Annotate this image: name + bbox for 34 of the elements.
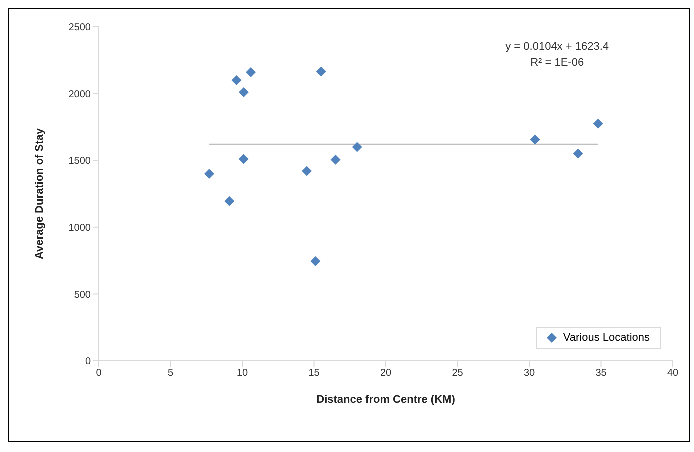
- point: [530, 134, 540, 145]
- y-tick-label: 1000: [68, 222, 92, 234]
- point: [573, 148, 584, 159]
- y-axis-title: Average Duration of Stay: [34, 128, 46, 260]
- x-tick-label: 35: [596, 368, 608, 380]
- legend-label: Various Locations: [563, 332, 650, 344]
- point: [593, 118, 604, 129]
- point: [316, 66, 326, 77]
- x-tick-label: 0: [96, 368, 102, 380]
- point: [302, 166, 312, 176]
- x-tick-label: 15: [308, 368, 320, 380]
- annotation: R² = 1E-06: [530, 56, 586, 71]
- y-tick-label: 500: [74, 290, 92, 301]
- y-tick-label: 0: [85, 356, 92, 368]
- point: [310, 256, 321, 266]
- point: [232, 75, 242, 86]
- point: [246, 67, 256, 78]
- point: [330, 154, 341, 165]
- x-tick-label: 40: [667, 368, 679, 380]
- y-tick-label: 2500: [68, 22, 92, 34]
- point: [352, 142, 362, 152]
- x-tick-label: 20: [380, 368, 392, 380]
- x-axis-title: Distance from Centre (KM): [316, 394, 456, 406]
- y-tick-label: 2000: [68, 89, 92, 100]
- y-tick-label: 1500: [68, 156, 92, 168]
- x-tick-label: 25: [452, 368, 464, 380]
- point: [238, 154, 249, 164]
- x-tick-label: 5: [168, 368, 174, 380]
- point: [224, 196, 235, 206]
- annotation: y = 0.0104x + 1623.4: [506, 40, 609, 55]
- x-tick-label: 10: [236, 368, 248, 380]
- point: [238, 87, 249, 98]
- point: [204, 168, 214, 179]
- x-tick-label: 30: [524, 368, 536, 380]
